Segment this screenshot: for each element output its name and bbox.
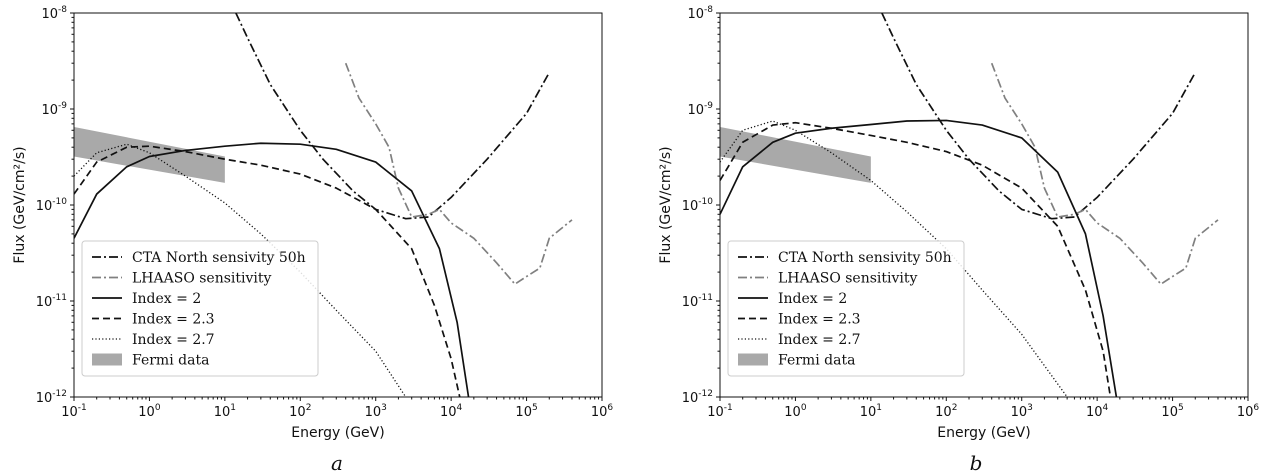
y-tick-label: 10-12	[682, 389, 713, 406]
legend-label: Index = 2.7	[778, 332, 861, 348]
legend-box	[81, 240, 319, 377]
legend-label: Index = 2	[778, 291, 847, 307]
panel-a: 10-1 100 101 102 103 104 105 106 10-12 10-11 10-10…	[12, 5, 613, 475]
x-tick-label: 102	[289, 403, 311, 420]
fermi-data-band	[720, 126, 871, 183]
x-tick-label: 100	[784, 403, 807, 420]
y-tick-label: 10-10	[36, 197, 68, 214]
series-line-index-2	[720, 119, 1118, 397]
legend-box	[727, 240, 965, 377]
y-tick-label: 10-9	[41, 101, 67, 118]
legend-label: Index = 2.7	[132, 332, 215, 348]
x-tick-label: 100	[138, 403, 161, 420]
x-tick-label: 102	[935, 403, 957, 420]
panel-label: b	[970, 451, 983, 475]
legend-label: Fermi data	[132, 353, 209, 369]
x-axis-label: Energy (GeV)	[937, 425, 1030, 441]
legend-label: LHAASO sensitivity	[132, 271, 272, 287]
plot-area	[720, 13, 1219, 397]
y-tick-label: 10-12	[36, 389, 67, 406]
legend-label: Index = 2	[132, 291, 201, 307]
x-tick-label: 101	[214, 403, 236, 420]
series-line-cta-north-sensivity-50h	[881, 13, 1197, 220]
legend-label: CTA North sensivity 50h	[778, 250, 952, 266]
legend: CTA North sensivity 50h LHAASO sensitivit…	[727, 240, 965, 377]
series-line-index-2	[74, 142, 470, 397]
legend-label: Index = 2.3	[132, 312, 215, 328]
y-tick-label: 10-10	[682, 197, 714, 214]
series-line-index-2-3	[720, 121, 1112, 397]
y-tick-label: 10-11	[682, 293, 713, 310]
legend-band-swatch	[738, 353, 768, 366]
y-tick-label: 10-9	[687, 101, 713, 118]
legend-label: Fermi data	[778, 353, 855, 369]
series-line-lhaaso-sensitivity	[990, 62, 1219, 285]
x-tick-label: 104	[440, 403, 463, 420]
series-line-lhaaso-sensitivity	[344, 62, 573, 285]
series-line-cta-north-sensivity-50h	[235, 13, 551, 220]
y-tick-label: 10-8	[41, 5, 67, 22]
x-axis-label: Energy (GeV)	[291, 425, 384, 441]
y-tick-label: 10-11	[36, 293, 67, 310]
legend-band-swatch	[92, 353, 122, 366]
x-tick-label: 104	[1086, 403, 1109, 420]
legend: CTA North sensivity 50h LHAASO sensitivit…	[81, 240, 319, 377]
y-tick-label: 10-8	[687, 5, 713, 22]
y-axis-label: Flux (GeV/cm²/s)	[12, 146, 28, 263]
legend-label: CTA North sensivity 50h	[132, 250, 306, 266]
fermi-data-band	[74, 126, 225, 183]
x-tick-label: 103	[365, 403, 387, 420]
panel-b: 10-1 100 101 102 103 104 105 106 10-12 10-11 10-10…	[658, 5, 1259, 475]
x-tick-label: 103	[1011, 403, 1033, 420]
plot-area	[74, 13, 573, 397]
panel-label: a	[331, 451, 343, 475]
x-tick-label: 10-1	[61, 403, 87, 420]
x-tick-label: 105	[515, 403, 537, 420]
legend-label: LHAASO sensitivity	[778, 271, 918, 287]
x-tick-label: 106	[591, 403, 614, 420]
y-axis-label: Flux (GeV/cm²/s)	[658, 146, 674, 263]
legend-label: Index = 2.3	[778, 312, 861, 328]
x-tick-label: 106	[1237, 403, 1260, 420]
x-tick-label: 101	[860, 403, 882, 420]
x-tick-label: 105	[1161, 403, 1183, 420]
x-tick-label: 10-1	[707, 403, 733, 420]
